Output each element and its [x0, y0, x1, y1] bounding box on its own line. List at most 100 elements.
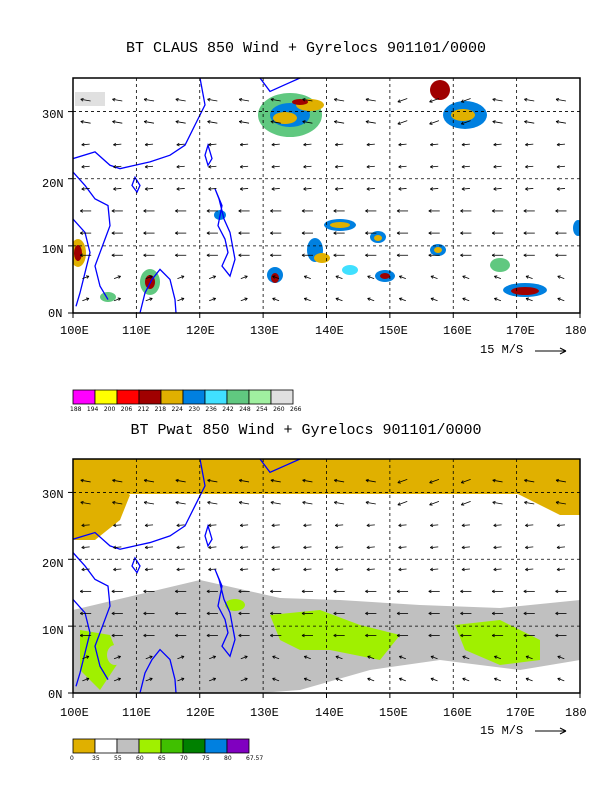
wind-vector-head — [428, 611, 432, 616]
wind-vector — [366, 524, 375, 526]
wind-vector-head — [334, 97, 338, 102]
wind-vector-head — [303, 297, 308, 301]
wind-vector — [461, 478, 471, 484]
wind-vector-head — [238, 500, 243, 505]
wind-vector-head — [143, 120, 148, 124]
wind-vector-head — [143, 611, 147, 616]
colorbar-tick-label: 75 — [202, 755, 210, 762]
wind-vector-head — [493, 545, 497, 550]
wind-vector-head — [301, 611, 305, 616]
wind-vector-head — [303, 567, 307, 572]
wind-vector — [239, 121, 250, 124]
wind-vector-head — [81, 523, 85, 528]
wind-vector — [365, 98, 376, 102]
wind-vector-head — [85, 677, 90, 681]
wind-vector — [113, 546, 122, 548]
wind-vector — [398, 546, 407, 548]
wind-vector — [557, 275, 565, 279]
wind-vector — [208, 568, 217, 571]
wind-vector — [176, 188, 185, 190]
wind-vector-head — [556, 567, 560, 572]
wind-vector-head — [239, 142, 244, 147]
wind-vector — [176, 143, 185, 146]
wind-vector-head — [366, 567, 370, 572]
wind-vector — [334, 98, 345, 102]
wind-vector — [112, 479, 123, 483]
wind-vector — [144, 121, 155, 124]
wind-vector — [461, 546, 470, 548]
wind-vector-head — [81, 545, 85, 550]
colorbar-swatch — [94, 389, 118, 405]
wind-vector — [462, 275, 470, 279]
wind-vector — [208, 275, 216, 279]
wind-vector-head — [149, 655, 153, 659]
colorbar-swatch — [94, 738, 118, 754]
wind-vector-head — [112, 120, 116, 124]
wind-vector — [303, 546, 312, 548]
wind-vector — [397, 501, 408, 506]
wind-vector-head — [303, 545, 307, 550]
wind-vector — [271, 165, 280, 168]
wind-vector-head — [270, 633, 274, 638]
wind-vector — [493, 568, 502, 571]
wind-vector — [398, 188, 407, 190]
wind-vector-head — [493, 142, 497, 147]
wind-vector-head — [428, 209, 432, 213]
wind-vector — [366, 568, 375, 571]
wind-vector-head — [149, 677, 153, 681]
wind-vector — [461, 188, 470, 190]
wind-vector — [240, 297, 248, 302]
wind-vector-head — [333, 209, 337, 213]
wind-vector — [524, 501, 535, 505]
colorbar-tick-label: 212 — [137, 406, 150, 413]
wind-vector — [177, 655, 185, 660]
wind-vector — [335, 524, 344, 526]
top-lat-label-0n: 0N — [48, 307, 63, 321]
wind-vector — [302, 501, 313, 505]
wind-vector-head — [113, 142, 117, 147]
wind-vector-head — [113, 545, 117, 550]
wind-vector — [81, 568, 90, 571]
wind-vector-head — [493, 164, 497, 169]
wind-vector — [430, 546, 439, 548]
colorbar-swatch — [270, 389, 294, 405]
wind-vector — [430, 165, 439, 168]
wind-vector-head — [80, 478, 84, 483]
cloud-blob — [511, 287, 539, 295]
wind-vector-head — [461, 567, 465, 572]
wind-vector-head — [176, 164, 180, 169]
wind-vector-head — [460, 121, 465, 125]
wind-vector-head — [111, 611, 115, 616]
wind-vector-head — [270, 231, 274, 235]
wind-vector-head — [302, 120, 306, 124]
top-lon-label-100e: 100E — [60, 324, 89, 338]
pwat-region-dry-northwest — [73, 459, 420, 540]
wind-vector — [492, 98, 503, 102]
wind-vector-head — [271, 567, 275, 572]
wind-vector-head — [397, 502, 401, 506]
wind-vector — [304, 275, 311, 279]
wind-vector — [81, 165, 90, 168]
wind-vector-head — [143, 209, 147, 213]
wind-vector-head — [207, 120, 211, 124]
top-lon-label-180: 180 — [565, 324, 587, 338]
wind-vector-head — [365, 500, 369, 505]
wind-vector-head — [334, 478, 338, 483]
wind-vector — [335, 546, 344, 548]
wind-vector — [462, 297, 470, 302]
scale-arrow-head — [559, 727, 567, 735]
top-vector-scale-text: 15 M/S — [480, 343, 524, 357]
wind-vector-head — [79, 589, 83, 594]
wind-vector — [556, 524, 566, 526]
wind-vector-head — [206, 253, 210, 258]
colorbar-swatch — [160, 389, 184, 405]
wind-vector — [80, 501, 91, 505]
wind-vector-head — [144, 164, 148, 169]
wind-vector-head — [365, 633, 369, 638]
wind-vector-head — [208, 567, 212, 572]
wind-vector-head — [494, 297, 498, 301]
wind-vector-head — [335, 297, 339, 301]
wind-vector — [112, 121, 123, 124]
wind-vector-head — [462, 275, 466, 279]
coastline-borneo — [139, 268, 177, 313]
